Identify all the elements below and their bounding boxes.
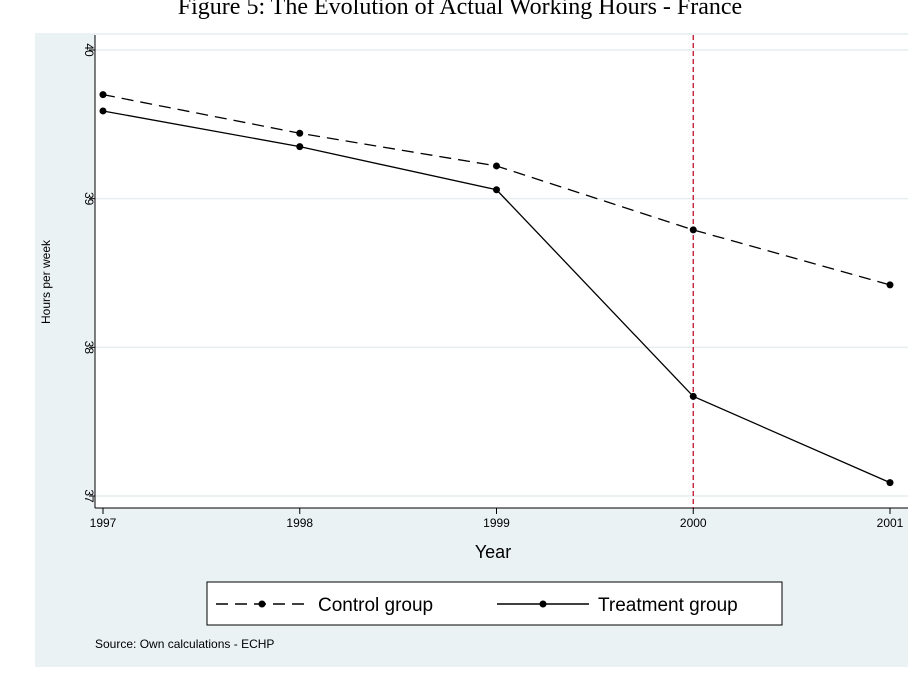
figure-title: Figure 5: The Evolution of Actual Workin…: [177, 0, 743, 20]
treatment-group-point: [99, 107, 107, 115]
legend-box: [206, 581, 783, 626]
x-tick-label: 1997: [90, 516, 117, 530]
control-group-point: [689, 226, 697, 234]
y-tick-label: 40: [82, 43, 96, 57]
y-tick-label: 39: [82, 192, 96, 206]
legend-control-label: Control group: [318, 595, 433, 616]
treatment-group-point: [493, 186, 500, 194]
legend: Control group Treatment group: [206, 581, 783, 626]
x-tick-labels: 1997 1998 1999 2000 2001: [90, 516, 904, 530]
control-group-point: [886, 281, 894, 289]
x-axis-title: Year: [475, 542, 511, 562]
y-tick-label: 37: [82, 489, 96, 503]
treatment-group-point: [689, 392, 697, 400]
control-group-point: [296, 129, 304, 137]
legend-control-marker: [258, 600, 266, 608]
plot-area: [95, 35, 908, 508]
legend-treatment-label: Treatment group: [598, 595, 738, 616]
x-tick-label: 1999: [483, 516, 510, 530]
series-group: [99, 91, 894, 487]
x-tick-label: 2000: [680, 516, 707, 530]
y-tick-label: 38: [82, 341, 96, 355]
legend-treatment-marker: [539, 600, 547, 608]
treatment-group-point: [886, 479, 894, 487]
control-group-point: [493, 162, 500, 170]
y-axis-title: Hours per week: [39, 239, 53, 324]
y-tick-labels: 37 38 39 40: [82, 43, 96, 503]
grid-lines: [95, 49, 908, 497]
source-note: Source: Own calculations - ECHP: [95, 637, 274, 651]
axes: [89, 35, 908, 514]
treatment-group-point: [296, 143, 304, 151]
x-tick-label: 1998: [286, 516, 313, 530]
control-group-point: [99, 91, 107, 99]
x-tick-label: 2001: [877, 516, 904, 530]
